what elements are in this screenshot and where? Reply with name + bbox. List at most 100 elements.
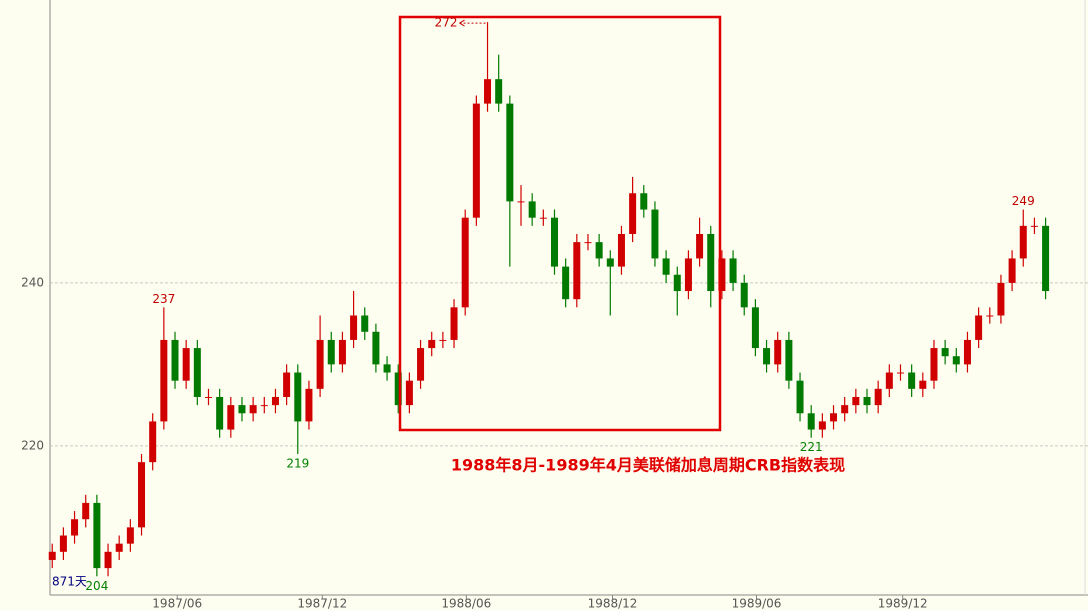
candle-body [740,282,748,308]
candle-body [305,388,313,422]
candle-body [372,331,380,365]
candle-body [751,307,759,349]
candle-body [550,217,558,267]
candle-body [852,396,860,406]
candle-body [48,551,56,560]
highlight-box [398,15,722,432]
candle-body [919,380,927,389]
candle-body [71,519,79,536]
candle-body [584,242,592,244]
candle-body [138,462,146,528]
annotation: 249 [1012,194,1035,208]
candle-body [774,339,782,365]
candle-body [963,339,971,365]
candle-body [651,209,659,259]
candle-body [283,372,291,397]
candle-body [573,242,581,300]
candle-body [997,282,1005,316]
candle-body [1030,225,1038,227]
candle-body [327,339,335,365]
candle-body [260,405,268,407]
candle-body [171,339,179,381]
candle-body [484,79,492,104]
x-tick-label: 1988/12 [588,597,638,610]
candle-body [673,274,681,292]
candle-body [506,103,514,202]
annotation: 237 [152,292,175,306]
candle-body [539,217,547,219]
candle-body [204,396,212,398]
candle-body [361,315,369,332]
candle-body [1042,225,1050,292]
candle-body [729,258,737,283]
candle-body [785,339,793,381]
caption: 1988年8月-1989年4月美联储加息周期CRB指数表现 [451,456,845,475]
candle-body [528,201,536,218]
candle-body [216,396,224,430]
candle-body [684,258,692,292]
candle-body [450,307,458,340]
candle-body [662,258,670,275]
y-tick-label: 220 [21,438,44,452]
candle-body [160,339,168,422]
period-label: 871天 [52,575,87,589]
y-tick-label: 240 [21,275,44,289]
x-tick-label: 1987/12 [297,597,347,610]
candle-body [807,413,815,430]
candle-body [896,372,904,374]
candle-body [182,348,190,381]
candle-body [696,233,704,259]
candle-body [640,193,648,210]
candle-body [271,396,279,406]
x-tick-label: 1987/06 [152,597,202,610]
candle-body [885,372,893,389]
candle-body [82,502,90,520]
candle-body [841,405,849,414]
candle-body [975,315,983,340]
candle-body [417,348,425,381]
candle-body [149,421,157,463]
candle-body [472,103,480,218]
candle-body [595,242,603,259]
candle-body [394,372,402,406]
candle-body [461,217,469,308]
candle-body [763,348,771,365]
candle-body [59,535,67,552]
candle-body [986,315,994,317]
candle-body [383,364,391,373]
candle-body [294,372,302,422]
candle-body [1008,258,1016,283]
candle-body [874,388,882,406]
candle-body [818,421,826,430]
candle-body [495,79,503,104]
candle-body [517,201,525,203]
candles [48,22,1050,577]
candle-body [1019,225,1027,259]
candle-body [104,551,112,569]
candle-body [93,502,101,569]
candle-body [316,339,324,389]
candle-body [249,405,257,414]
candle-body [338,339,346,365]
candle-body [707,233,715,292]
annotation-arrowhead [459,19,465,27]
candle-body [405,380,413,406]
candle-body [350,315,358,340]
candle-body [796,380,804,414]
candle-body [930,348,938,381]
candle-body [952,356,960,365]
candle-body [941,348,949,357]
candle-body [617,233,625,267]
x-tick-label: 1988/06 [441,597,491,610]
annotation: 204 [85,579,108,593]
x-tick-label: 1989/12 [878,597,928,610]
annotation: 221 [800,440,823,454]
grid [50,282,1088,447]
candle-body [629,193,637,234]
annotation: 219 [286,457,309,471]
candle-body [126,527,134,544]
x-tick-label: 1989/06 [732,597,782,610]
candle-body [718,258,726,292]
